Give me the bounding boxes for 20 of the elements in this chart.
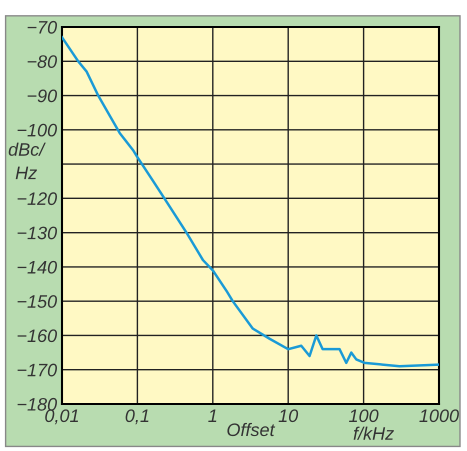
- y-tick-label: −120: [18, 192, 57, 206]
- x-tick-label: 100: [349, 409, 379, 422]
- y-tick-label: −90: [28, 89, 57, 102]
- y-tick-label: −170: [18, 364, 57, 376]
- y-tick-label: −130: [18, 226, 57, 240]
- x-axis-title: Offset: [227, 422, 276, 436]
- y-tick-label: −70: [28, 20, 57, 34]
- y-tick-label: −140: [18, 260, 57, 274]
- y-tick-label: −150: [18, 295, 57, 308]
- text: f/kHz: [354, 426, 394, 440]
- y-axis-title: dBc/ Hz: [8, 142, 46, 180]
- x-tick-label: 0,1: [126, 409, 148, 424]
- y-tick-label: −80: [28, 55, 57, 68]
- x-tick-label: 1000: [419, 409, 459, 422]
- x-tick-label: 1: [208, 410, 216, 422]
- y-tick-label: −160: [18, 329, 57, 342]
- x-tick-label: 10: [278, 409, 298, 422]
- y-tick-label: −180: [18, 398, 57, 411]
- y-tick-label: −100: [18, 124, 57, 137]
- x-tick-label: 0,01: [45, 409, 78, 424]
